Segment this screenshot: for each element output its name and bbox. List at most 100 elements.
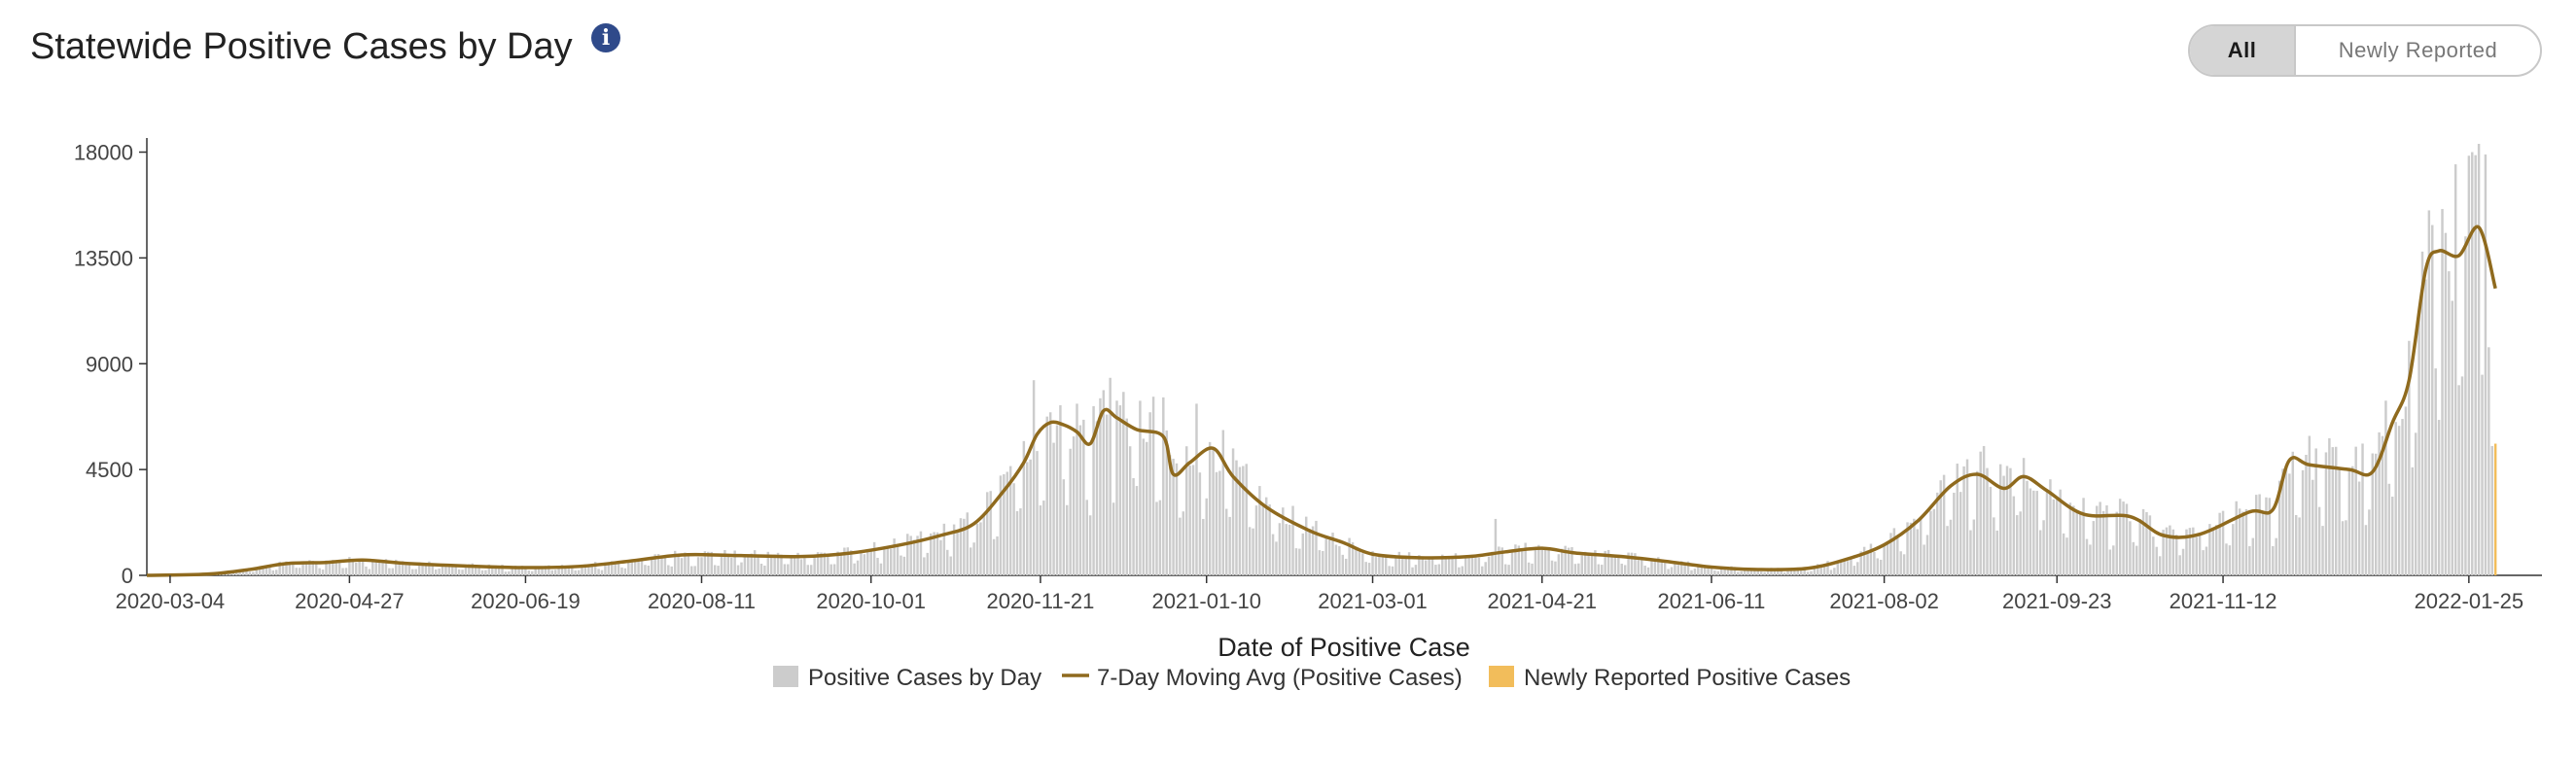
daily-case-bar bbox=[1573, 564, 1577, 575]
daily-case-bar bbox=[295, 568, 298, 575]
daily-case-bar bbox=[1700, 566, 1703, 575]
x-tick-label: 2020-06-19 bbox=[471, 589, 581, 613]
daily-case-bar bbox=[1972, 519, 1976, 575]
x-tick-label: 2021-06-11 bbox=[1658, 589, 1766, 613]
daily-case-bar bbox=[1916, 529, 1920, 575]
daily-case-bar bbox=[1594, 550, 1597, 575]
daily-case-bar bbox=[992, 538, 996, 575]
daily-case-bar bbox=[2277, 480, 2281, 575]
daily-case-bar bbox=[1012, 483, 1015, 575]
daily-case-bar bbox=[2488, 347, 2490, 575]
daily-case-bar bbox=[823, 552, 827, 575]
daily-case-bar bbox=[1428, 559, 1430, 575]
daily-case-bar bbox=[1341, 554, 1345, 575]
daily-case-bar bbox=[2301, 469, 2305, 575]
daily-case-bar bbox=[1683, 564, 1686, 575]
daily-case-bar bbox=[1577, 563, 1580, 575]
daily-case-bar bbox=[2368, 509, 2371, 575]
daily-case-bar bbox=[1690, 570, 1693, 575]
daily-case-bar bbox=[1414, 565, 1418, 575]
daily-case-bar bbox=[2026, 480, 2029, 575]
view-toggle[interactable]: All Newly Reported bbox=[2188, 24, 2542, 77]
daily-case-bar bbox=[952, 524, 956, 575]
daily-case-bar bbox=[687, 554, 690, 575]
daily-case-bar bbox=[1650, 559, 1653, 575]
daily-case-bar bbox=[1969, 530, 1972, 575]
daily-case-bar bbox=[1271, 534, 1275, 575]
daily-case-bar bbox=[2401, 419, 2404, 575]
toggle-newly-reported-button[interactable]: Newly Reported bbox=[2338, 38, 2498, 62]
toggle-all-button[interactable]: All bbox=[2190, 26, 2296, 75]
daily-case-bar bbox=[1730, 566, 1733, 575]
daily-case-bar bbox=[2490, 445, 2493, 575]
daily-case-bar bbox=[1338, 546, 1341, 575]
daily-case-bar bbox=[252, 571, 255, 575]
daily-case-bar bbox=[1713, 570, 1716, 575]
daily-case-bar bbox=[1006, 471, 1008, 575]
daily-case-bar bbox=[1225, 508, 1228, 575]
daily-case-bar bbox=[314, 564, 318, 575]
x-tick-label: 2021-03-01 bbox=[1318, 589, 1428, 613]
daily-case-bar bbox=[1298, 548, 1301, 575]
daily-case-bar bbox=[1829, 570, 1833, 575]
daily-case-bar bbox=[388, 568, 391, 575]
daily-case-bar bbox=[723, 549, 726, 575]
daily-case-bar bbox=[1185, 446, 1188, 575]
daily-case-bar bbox=[1796, 568, 1800, 575]
daily-case-bar bbox=[2254, 495, 2258, 575]
daily-case-bar bbox=[1238, 466, 1242, 575]
y-tick-label: 0 bbox=[122, 564, 133, 588]
daily-case-bar bbox=[816, 552, 820, 575]
daily-case-bar bbox=[444, 567, 447, 575]
daily-case-bar bbox=[547, 565, 550, 575]
daily-case-bar bbox=[2345, 520, 2347, 575]
daily-case-bar bbox=[2178, 555, 2181, 575]
daily-case-bar bbox=[730, 557, 733, 575]
daily-case-bar bbox=[1208, 441, 1212, 575]
daily-case-bar bbox=[2202, 550, 2205, 575]
daily-case-bar bbox=[335, 562, 337, 575]
daily-case-bar bbox=[1932, 508, 1936, 575]
daily-case-bar bbox=[1441, 554, 1444, 575]
daily-case-bar bbox=[537, 568, 541, 575]
legend-label-daily: Positive Cases by Day bbox=[808, 665, 1041, 691]
daily-case-bar bbox=[1606, 549, 1610, 575]
daily-case-bar bbox=[1759, 571, 1763, 575]
daily-case-bar bbox=[1394, 556, 1397, 575]
daily-case-bar bbox=[1660, 561, 1663, 575]
daily-case-bar bbox=[747, 556, 750, 575]
daily-case-bar bbox=[1275, 541, 1278, 575]
daily-case-bar bbox=[1839, 560, 1843, 575]
daily-case-bar bbox=[1331, 533, 1334, 575]
daily-case-bar bbox=[707, 551, 710, 575]
daily-case-bar bbox=[1085, 500, 1088, 575]
daily-case-bar bbox=[1358, 551, 1361, 575]
daily-case-bar bbox=[1763, 571, 1766, 575]
daily-case-bar bbox=[248, 571, 252, 575]
newly-reported-bar bbox=[2493, 443, 2497, 575]
daily-case-bar bbox=[2251, 537, 2255, 575]
daily-case-bar bbox=[417, 562, 421, 575]
daily-case-bar bbox=[933, 532, 935, 575]
daily-case-bar bbox=[2417, 311, 2420, 575]
daily-case-bar bbox=[1720, 566, 1723, 575]
daily-case-bar bbox=[2471, 152, 2474, 575]
daily-case-bar bbox=[1155, 501, 1158, 575]
daily-case-bar bbox=[1278, 523, 1282, 575]
daily-case-bar bbox=[1248, 527, 1252, 575]
daily-case-bar bbox=[1252, 528, 1254, 575]
daily-case-bar bbox=[793, 558, 796, 575]
daily-case-bar bbox=[684, 552, 687, 575]
daily-case-bar bbox=[820, 552, 823, 575]
daily-case-bar bbox=[1747, 568, 1749, 575]
daily-case-bar bbox=[1125, 418, 1128, 575]
daily-case-bar bbox=[2078, 514, 2082, 575]
info-icon[interactable]: i bbox=[591, 23, 620, 52]
daily-case-bar bbox=[541, 567, 544, 575]
daily-case-bar bbox=[1653, 561, 1657, 575]
daily-case-bar bbox=[1397, 551, 1401, 575]
daily-case-bar bbox=[1228, 516, 1231, 575]
daily-case-bar bbox=[1550, 560, 1554, 575]
daily-case-bar bbox=[2248, 545, 2251, 575]
daily-case-bar bbox=[1291, 505, 1294, 575]
